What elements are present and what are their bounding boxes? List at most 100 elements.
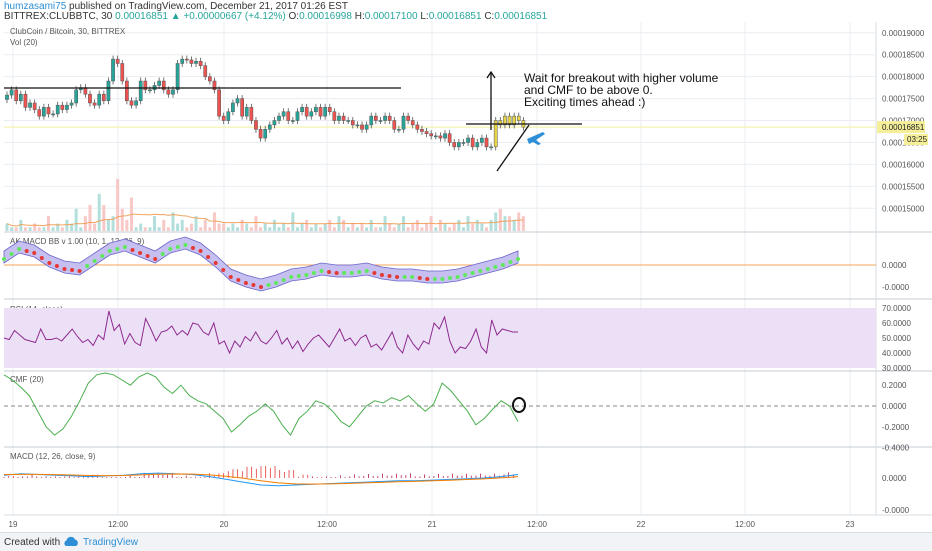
macdbb-dot [516,257,520,261]
volume-bar [23,227,27,231]
tradingview-brand-link[interactable]: TradingView [83,537,139,548]
macdbb-dot [175,245,180,249]
candle-body [134,100,138,106]
volume-bar [143,227,147,231]
cmf-tick: -0.2000 [882,423,910,432]
macdbb-dot [470,271,475,275]
rsi-band [4,308,876,368]
candle-body [415,124,420,130]
macdbb-dot [357,270,362,274]
volume-bar [494,212,498,231]
candle-body [180,58,185,64]
macdbb-dot [432,277,437,281]
volume-bar [517,212,521,231]
macdbb-dot [92,259,97,263]
time-tick-label: 22 [637,520,646,529]
candle-body [443,133,447,139]
created-with-text: Created with [4,537,61,548]
candle-body [461,142,466,144]
volume-bar [28,227,32,231]
candle-body [161,80,166,91]
macdbb-dot [410,275,415,279]
volume-bar [406,227,410,231]
volume-bar [512,219,516,231]
volume-bar [70,223,74,231]
volume-bar [88,205,92,231]
cmf-tick: 0.2000 [882,381,907,390]
time-tick-label: 19 [9,520,18,529]
rsi-tick: 70.0000 [882,304,911,313]
rsi-tick: 60.0000 [882,319,911,328]
volume-bar [388,223,392,231]
cmf-tick: 0.0000 [882,402,907,411]
volume-bar [97,193,101,231]
volume-bar [93,223,97,231]
candle-body [516,115,521,121]
macdbb-dot [130,248,135,252]
volume-bar [346,227,350,231]
volume-bar [5,223,9,231]
candle-body [231,102,235,112]
volume-bar [236,227,240,231]
rsi-tick: 50.0000 [882,334,911,343]
candle-body [493,120,498,148]
tradingview-cloud-icon [64,536,78,546]
macdbb-dot [485,267,490,271]
high-value: 0.00017100 [364,11,418,22]
macdbb-dot [77,269,82,273]
candle-body [208,76,212,82]
macdbb-dot [447,276,452,280]
candle-body [101,93,106,102]
volume-bar [37,227,41,231]
candle-body [480,137,484,143]
candle-body [456,142,461,148]
cmf-circle-marker [512,397,526,413]
volume-bar [448,227,452,231]
macdbb-dot [455,275,460,279]
volume-bar [498,208,502,231]
volume-bar [323,223,327,231]
candle-body [332,111,337,121]
candle-body [286,111,291,121]
macdbb-dot [17,247,22,251]
candle-body [157,80,162,86]
volume-bar [208,227,212,231]
candle-body [267,124,272,130]
time-tick-label: 21 [428,520,437,529]
volume-bar [508,216,512,231]
volume-bar [33,223,37,231]
macdbb-dot [281,278,286,282]
price-tag-bg [877,121,925,134]
candle-body [226,111,231,121]
volume-bar [282,223,286,231]
volume-bar [194,216,198,231]
macdbb-dot [221,268,226,272]
macdbb-tick: -0.0000 [882,283,910,292]
candle-body [240,98,244,117]
price-tick-label: 0.00015000 [882,204,925,213]
price-tick-label: 0.00016000 [882,160,925,169]
volume-bar [162,219,166,231]
candle-body [406,115,410,121]
symbol-name: BITTREX:CLUBBTC, 30 [4,11,113,22]
macdbb-dot [395,275,400,279]
volume-bar [153,216,157,231]
candle-body [51,113,55,116]
macdbb-dot [39,256,44,260]
volume-bar [120,208,124,231]
macdbb-dot [198,249,203,253]
macdbb-dot [304,273,309,277]
author-link[interactable]: humzasami75 [4,1,67,12]
volume-ma-line [6,213,524,227]
time-tick-label: 12:00 [527,520,548,529]
time-axis-bg [0,515,932,532]
candle-body [466,137,470,143]
volume-bar [56,223,60,231]
volume-bar [217,223,221,231]
volume-bar [171,212,175,231]
volume-bar [332,227,336,231]
chart-area[interactable]: 0.00019000 0.00018500 0.00018000 0.00017500… [0,22,932,532]
candle-body [125,80,129,102]
macdbb-tick: 0.0000 [882,261,907,270]
candle-body [18,93,23,102]
